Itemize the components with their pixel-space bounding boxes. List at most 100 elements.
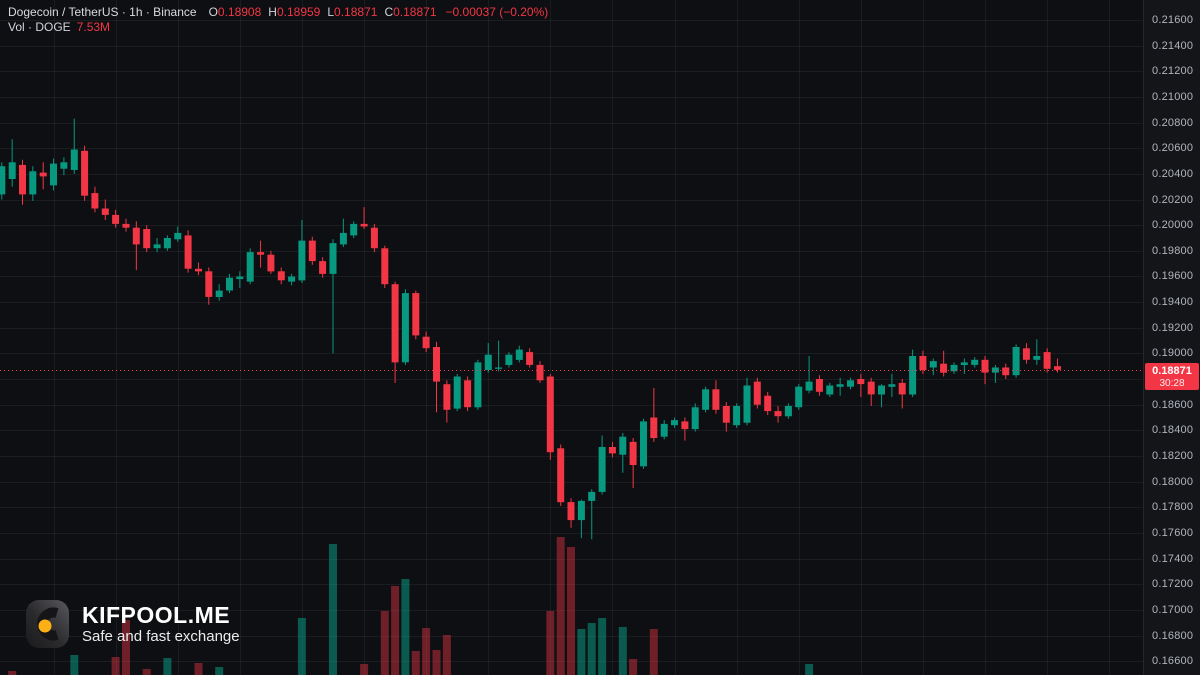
candle [588,489,596,540]
y-axis-tick: 0.19400 [1152,296,1194,309]
bar-countdown: 30:28 [1159,377,1185,389]
y-axis-tick: 0.18600 [1152,398,1194,411]
candle [91,186,99,213]
candle [19,159,26,205]
candle [712,380,720,414]
candle [360,207,368,229]
volume-bar [546,611,555,675]
candle [8,139,16,187]
volume-bar [391,586,400,675]
candle [443,380,451,423]
candle [981,356,989,385]
volume-bar [629,659,638,675]
y-axis-tick: 0.19800 [1152,244,1194,257]
candle [805,356,813,394]
candle [733,403,741,428]
candle [857,373,865,397]
candle [640,418,647,469]
volume-bar [111,657,120,675]
brand-tagline: Safe and fast exchange [82,627,240,645]
candle [298,220,306,283]
candle [370,223,378,253]
candle [1033,339,1041,365]
y-axis-tick: 0.21400 [1152,39,1194,52]
candle [267,250,275,274]
candle [940,350,948,377]
candle [163,235,171,251]
price-change: −0.00037 (−0.20%) [445,5,549,19]
candle [950,362,958,374]
y-axis-tick: 0.21200 [1152,65,1194,78]
candle [764,391,772,415]
candle [878,384,885,408]
candle [29,166,37,201]
volume-bar [122,620,130,675]
candle [629,438,637,488]
candle [350,221,358,238]
candle [412,290,420,340]
watermark: KIFPOOL.ME Safe and fast exchange [26,600,240,648]
ohlc-high: H0.18959 [268,5,321,19]
last-price-value: 0.18871 [1152,364,1192,377]
candle [257,240,265,268]
candle [691,403,699,432]
y-axis-tick: 0.18400 [1152,424,1194,437]
candle [174,226,182,242]
candle [391,281,399,383]
candle [1012,344,1020,378]
candle [898,379,906,409]
y-axis-tick: 0.21600 [1152,14,1194,26]
y-axis-tick: 0.19200 [1152,321,1194,334]
price-chart-canvas[interactable] [0,0,1143,675]
ohlc-low: L0.18871 [327,5,378,19]
candle [774,406,782,423]
candle [826,382,834,397]
candle [681,417,689,441]
y-axis-tick: 0.17000 [1152,603,1194,616]
candle [236,271,244,288]
chart-legend: Dogecoin / TetherUS · 1h · Binance O0.18… [8,5,548,35]
candle [215,284,223,301]
y-axis-tick: 0.17600 [1152,526,1194,539]
volume-bar [360,664,369,675]
volume-bar [411,651,420,675]
candle [919,350,927,374]
volume-bar [567,547,575,675]
candle [909,349,917,397]
candle [505,352,513,368]
volume-bar [442,635,451,675]
volume-bar [380,611,389,675]
candle [453,373,461,412]
last-price-badge[interactable]: 0.18871 30:28 [1145,362,1199,390]
candle [381,245,389,288]
volume-bar [432,650,441,675]
watermark-text: KIFPOOL.ME Safe and fast exchange [82,603,240,646]
y-axis-tick: 0.19000 [1152,347,1194,360]
candle [484,343,492,373]
candle [495,340,503,372]
candle [867,377,875,406]
volume-bar [805,664,814,675]
volume-bar [215,667,224,675]
volume-bar [401,579,410,675]
candle [960,358,968,374]
volume-bar [422,628,431,675]
candle [433,341,440,413]
candle [401,289,409,365]
price-axis[interactable]: 0.21600 0.21400 0.21200 0.21000 0.20800 0.206… [1143,0,1200,675]
candle [1002,363,1010,379]
candle [1054,358,1061,373]
y-axis-tick: 0.19600 [1152,270,1194,283]
candle [246,248,254,285]
candle [660,420,668,440]
y-axis-tick: 0.18000 [1152,475,1194,488]
candle [39,162,47,190]
volume-bar [649,629,658,675]
symbol-title[interactable]: Dogecoin / TetherUS · 1h · Binance [8,5,197,19]
y-axis-tick: 0.20200 [1152,193,1194,206]
candle [184,230,192,273]
volume-bar [598,618,607,675]
candle [650,388,658,442]
candle [971,357,979,368]
